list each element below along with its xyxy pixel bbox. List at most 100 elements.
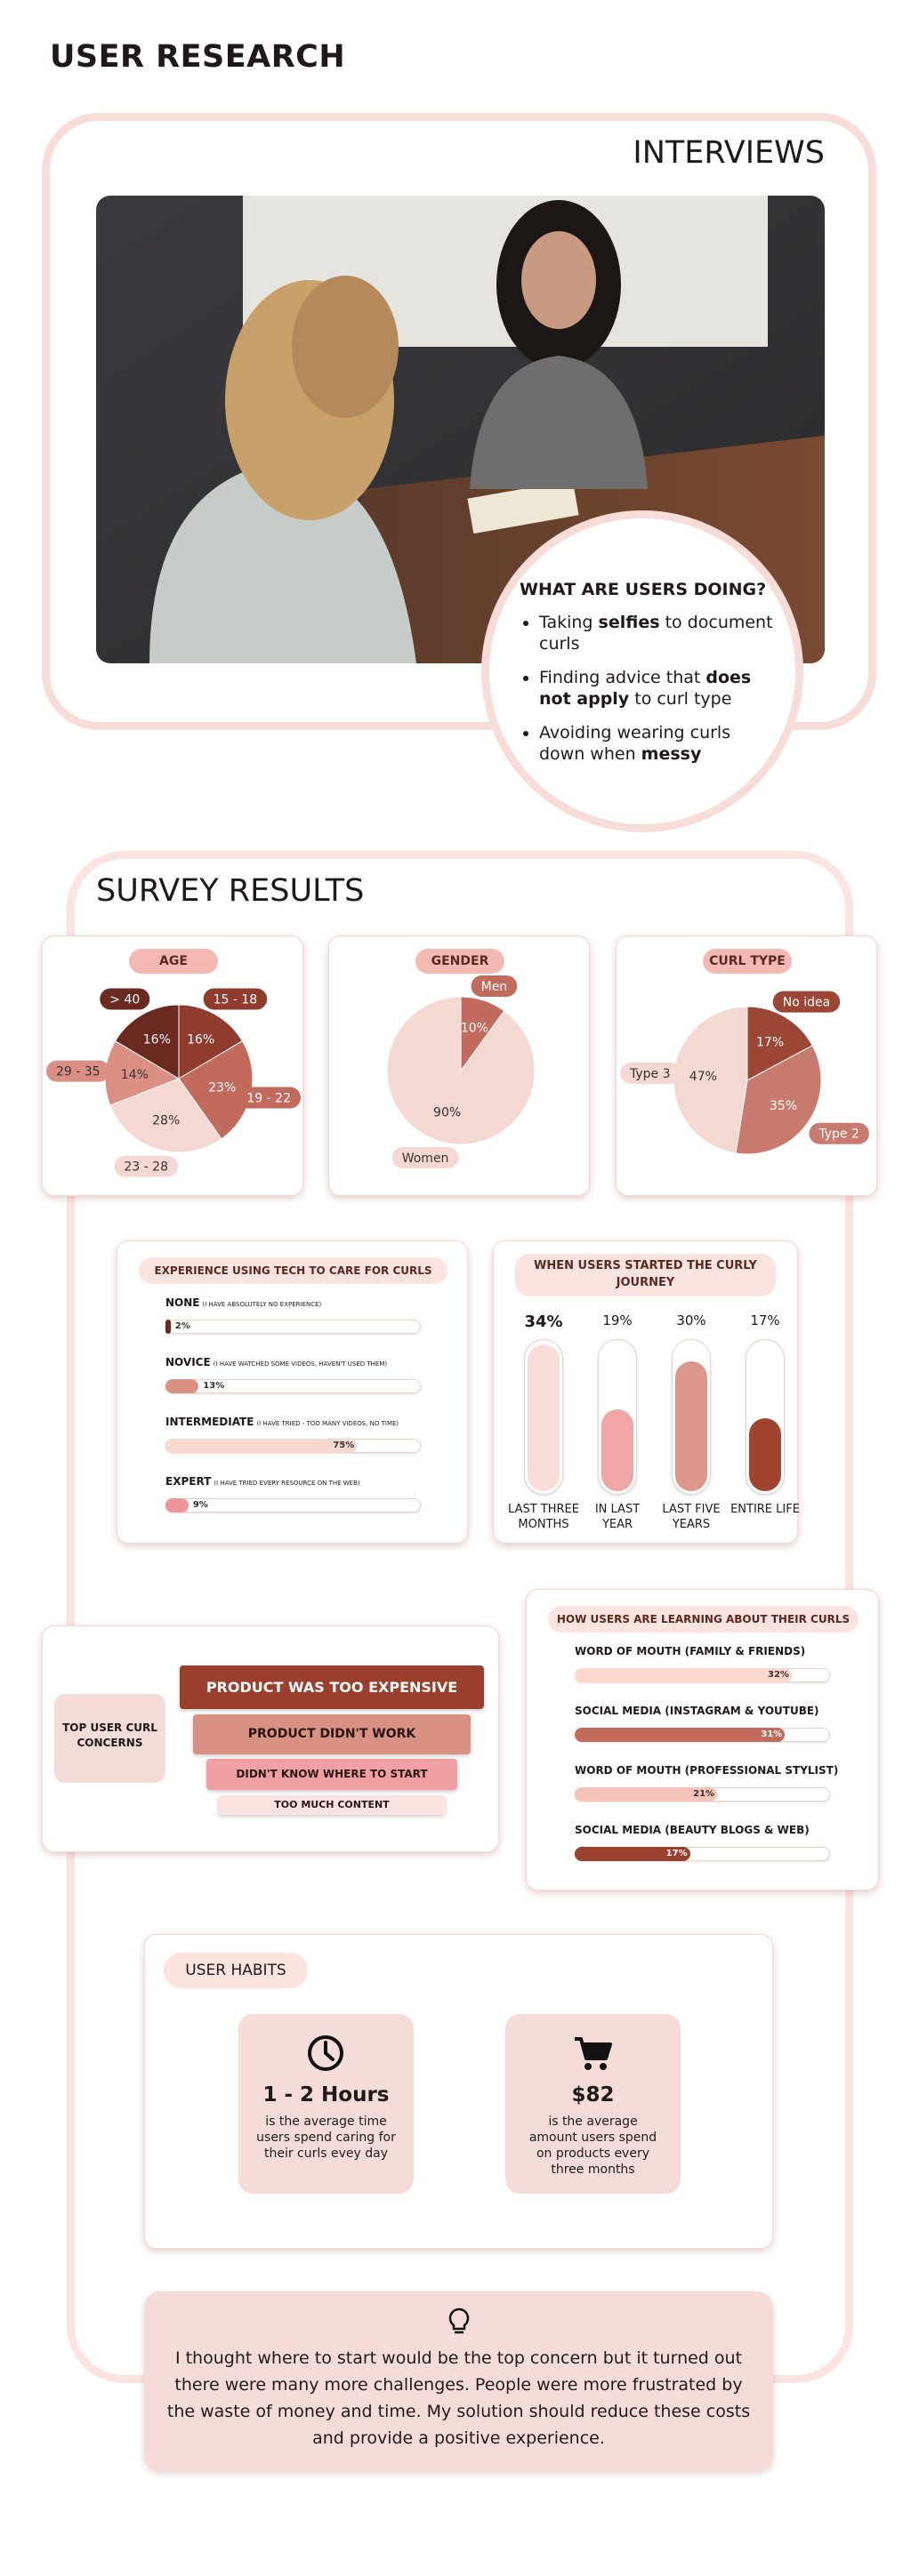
bar-card-title: HOW USERS ARE LEARNING ABOUT THEIR CURLS bbox=[548, 1606, 859, 1633]
category-label: Type 3 bbox=[629, 1067, 671, 1081]
category-pill-bg bbox=[471, 975, 518, 997]
bar-label: SOCIAL MEDIA (INSTAGRAM & YOUTUBE) bbox=[575, 1705, 866, 1721]
habit-stat: 1 - 2 Hours is the average time users spe… bbox=[238, 2014, 414, 2194]
photo-head-left bbox=[292, 276, 399, 418]
slice-label: 35% bbox=[770, 1099, 797, 1113]
pie-slice bbox=[109, 1078, 222, 1153]
habit-value: 1 - 2 Hours bbox=[262, 2083, 390, 2107]
insight-text: I thought where to start would be the to… bbox=[166, 2348, 751, 2448]
habits-title: USER HABITS bbox=[164, 1953, 308, 1988]
callout-title: WHAT ARE USERS DOING? bbox=[520, 580, 767, 599]
category-pill-bg bbox=[809, 1122, 869, 1144]
icon-shape bbox=[584, 2063, 592, 2070]
callout-item: Finding advice that does not apply to cu… bbox=[539, 667, 778, 710]
column-track bbox=[524, 1339, 563, 1495]
bar-category: SOCIAL MEDIA (INSTAGRAM & YOUTUBE) bbox=[575, 1705, 819, 1717]
bar-category: NONE bbox=[165, 1296, 200, 1309]
icon-shape bbox=[584, 2044, 609, 2057]
bar-track: 75% bbox=[165, 1439, 421, 1453]
icon-shape bbox=[308, 2035, 343, 2071]
bar-note: (I HAVE TRIED EVERY RESOURCE ON THE WEB) bbox=[214, 1480, 360, 1487]
bar-value-label: 9% bbox=[192, 1500, 208, 1510]
bar-value-label: 17% bbox=[665, 1849, 688, 1858]
bar-track: 2% bbox=[165, 1320, 421, 1334]
page-title: USER RESEARCH bbox=[50, 39, 346, 75]
column bbox=[601, 1408, 633, 1491]
concern-bar: PRODUCT DIDN'T WORK bbox=[193, 1714, 471, 1754]
bar-category: NOVICE bbox=[165, 1356, 211, 1368]
column-category: ENTIRE LIFE bbox=[730, 1503, 800, 1516]
pie-card: GENDER 10% Men 90% Women bbox=[328, 935, 590, 1196]
bar-card-title: EXPERIENCE USING TECH TO CARE FOR CURLS bbox=[139, 1257, 447, 1284]
habit-text: is the average amount users spend on pro… bbox=[528, 2115, 657, 2177]
bar-category: SOCIAL MEDIA (BEAUTY BLOGS & WEB) bbox=[575, 1824, 810, 1836]
slice-label: 16% bbox=[187, 1033, 214, 1047]
slice-label: 28% bbox=[152, 1114, 180, 1128]
category-pill-bg bbox=[114, 1155, 178, 1177]
bar bbox=[165, 1498, 189, 1513]
bar-label: NONE (I HAVE ABSOLUTELY NO EXPERIENCE) bbox=[165, 1296, 455, 1312]
bar-label: SOCIAL MEDIA (BEAUTY BLOGS & WEB) bbox=[575, 1824, 866, 1840]
pie-slice bbox=[114, 1004, 180, 1079]
column-value-label: 34% bbox=[524, 1312, 563, 1331]
lightbulb-icon bbox=[448, 2307, 470, 2334]
category-pill: 15 - 18 bbox=[203, 988, 268, 1010]
concern-bar: TOO MUCH CONTENT bbox=[218, 1795, 446, 1815]
habit-icon bbox=[575, 2037, 612, 2070]
column-track bbox=[672, 1339, 711, 1495]
category-pill: Type 2 bbox=[809, 1122, 869, 1144]
category-label: No idea bbox=[783, 996, 830, 1010]
bar bbox=[165, 1439, 358, 1453]
concerns-card: TOP USER CURL CONCERNS PRODUCT WAS TOO EX… bbox=[42, 1625, 499, 1852]
callout-item: Avoiding wearing curls down when messy bbox=[539, 722, 778, 765]
bar-category: WORD OF MOUTH (PROFESSIONAL STYLIST) bbox=[575, 1764, 839, 1777]
column-value-label: 17% bbox=[750, 1312, 780, 1328]
bar-value-label: 32% bbox=[768, 1670, 789, 1680]
callout-text: Finding advice that bbox=[539, 668, 706, 687]
column-track bbox=[598, 1339, 637, 1495]
habit-value: $82 bbox=[571, 2083, 615, 2107]
bar-value-label: 31% bbox=[761, 1729, 783, 1739]
column-track bbox=[746, 1339, 785, 1495]
callout-item: Taking selfies to document curls bbox=[539, 612, 778, 654]
column-value-label: 30% bbox=[676, 1312, 706, 1328]
survey-title: SURVEY RESULTS bbox=[96, 873, 365, 909]
category-pill-bg bbox=[772, 991, 841, 1013]
category-label: 23 - 28 bbox=[124, 1160, 168, 1175]
habit-stat: $82 is the average amount users spend on … bbox=[505, 2014, 681, 2194]
pie-slice bbox=[178, 1004, 244, 1079]
icon-shape bbox=[324, 2041, 335, 2061]
bar-track: 9% bbox=[165, 1498, 421, 1513]
column-card-title: WHEN USERS STARTED THE CURLY JOURNEY bbox=[515, 1254, 776, 1296]
category-pill-bg bbox=[46, 1060, 110, 1082]
bar-label: WORD OF MOUTH (FAMILY & FRIENDS) bbox=[575, 1645, 866, 1661]
category-label: 19 - 22 bbox=[246, 1092, 291, 1106]
category-pill-bg bbox=[237, 1087, 301, 1109]
category-label: Men bbox=[481, 980, 508, 994]
category-pill: 23 - 28 bbox=[114, 1155, 178, 1177]
bar-category: WORD OF MOUTH (FAMILY & FRIENDS) bbox=[575, 1645, 806, 1657]
bar bbox=[575, 1668, 792, 1682]
bar-value-label: 13% bbox=[203, 1381, 225, 1391]
bar-value-label: 75% bbox=[333, 1440, 355, 1450]
callout-emphasis: selfies bbox=[598, 613, 660, 632]
category-pill: Men bbox=[471, 975, 518, 997]
icon-shape bbox=[600, 2063, 607, 2070]
slice-label: 17% bbox=[756, 1035, 784, 1049]
category-label: 15 - 18 bbox=[214, 993, 258, 1007]
callout-text: Avoiding wearing curls down when bbox=[539, 723, 731, 764]
category-pill: Women bbox=[391, 1146, 459, 1168]
column bbox=[675, 1361, 707, 1491]
insight-box: I thought where to start would be the to… bbox=[144, 2291, 773, 2471]
slice-label: 47% bbox=[689, 1070, 717, 1084]
column-category: IN LAST YEAR bbox=[594, 1503, 641, 1531]
column-card: WHEN USERS STARTED THE CURLY JOURNEY 34% L… bbox=[493, 1240, 800, 1544]
category-pill: > 40 bbox=[100, 988, 150, 1010]
pie-chart: 16% 15 - 18 23% 19 - 22 28% 23 - 28 14% 29 - 35… bbox=[46, 988, 301, 1177]
callout-content: WHAT ARE USERS DOING? Taking selfies to d… bbox=[520, 580, 778, 811]
bar bbox=[165, 1320, 171, 1334]
concerns-title: TOP USER CURL CONCERNS bbox=[54, 1694, 165, 1783]
bar-label: INTERMEDIATE (I HAVE TRIED - TOO MANY VID… bbox=[165, 1416, 455, 1432]
bar-track: 13% bbox=[165, 1379, 421, 1393]
